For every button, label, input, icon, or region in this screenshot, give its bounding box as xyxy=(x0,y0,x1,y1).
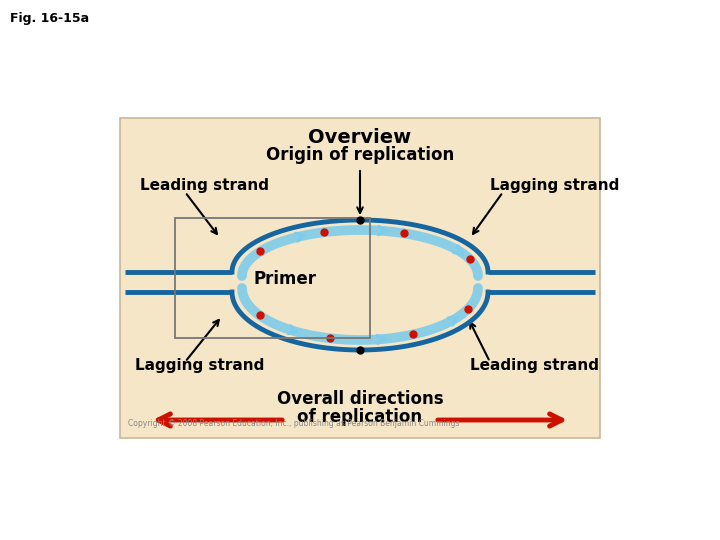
Text: Overall directions: Overall directions xyxy=(276,390,444,408)
Bar xyxy=(120,118,600,438)
Text: Overview: Overview xyxy=(308,128,412,147)
Text: Fig. 16-15a: Fig. 16-15a xyxy=(10,12,89,25)
Text: Leading strand: Leading strand xyxy=(470,358,599,373)
Text: Origin of replication: Origin of replication xyxy=(266,146,454,164)
Text: Lagging strand: Lagging strand xyxy=(135,358,264,373)
Bar xyxy=(175,218,370,338)
Text: Lagging strand: Lagging strand xyxy=(490,178,619,193)
Text: Primer: Primer xyxy=(253,270,317,288)
Text: of replication: of replication xyxy=(297,408,423,426)
Text: Leading strand: Leading strand xyxy=(140,178,269,193)
Text: Copyright © 2008 Pearson Education, Inc., publishing as Pearson Benjamin Cumming: Copyright © 2008 Pearson Education, Inc.… xyxy=(128,419,459,428)
